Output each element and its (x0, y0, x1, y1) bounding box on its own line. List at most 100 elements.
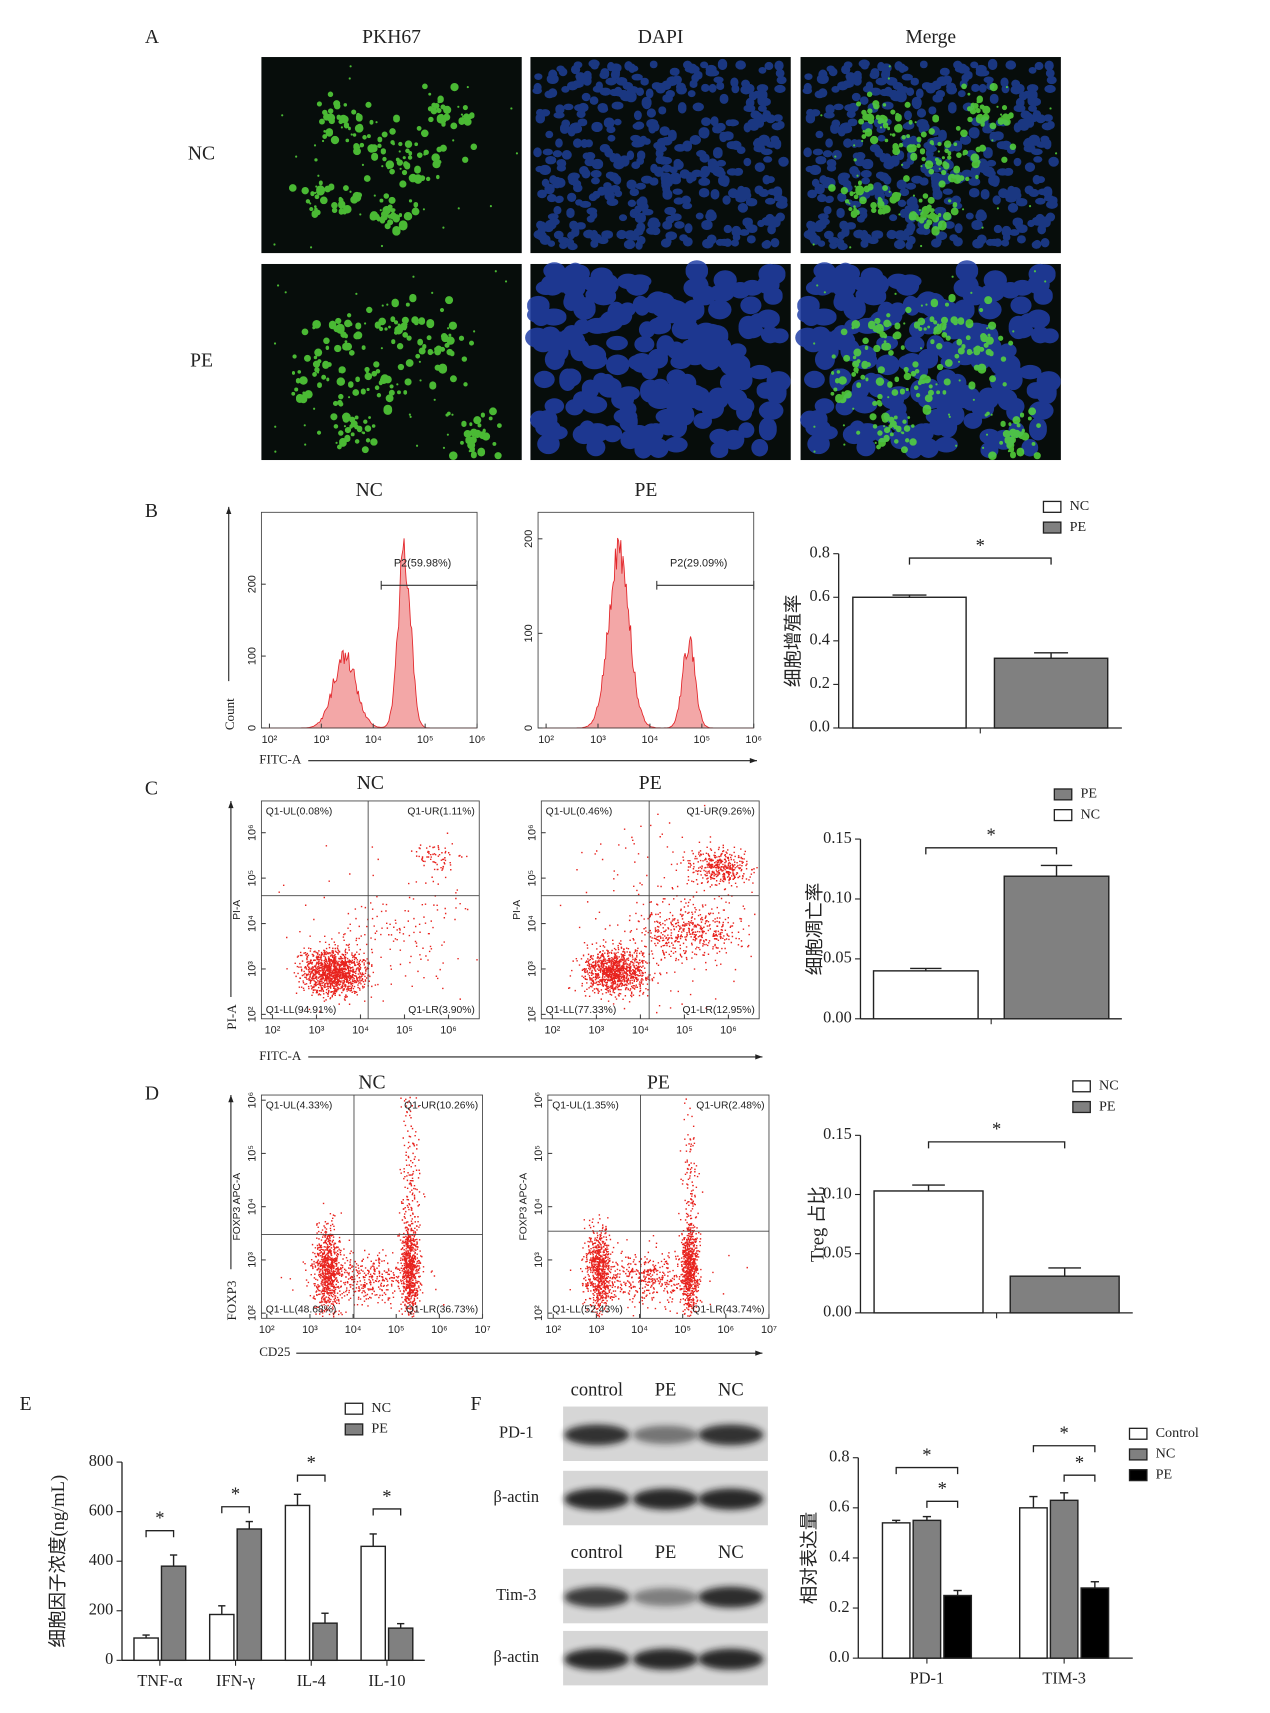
significance-bracket (145, 1530, 175, 1538)
gate-label: P2(59.98%) (394, 557, 451, 569)
bar (360, 1545, 387, 1662)
significance-bracket (1063, 1474, 1096, 1482)
y-tick-label: 10⁴ (247, 915, 259, 932)
quadrant-label: Q1-UL(1.35%) (552, 1101, 619, 1112)
vesicles (813, 270, 1047, 460)
legend-label: PE (1099, 1098, 1116, 1114)
lane-label: NC (718, 1381, 744, 1401)
x-tick-label: 10⁴ (642, 734, 659, 746)
x-tick-label: 10² (545, 1025, 561, 1037)
x-tick-label: 10² (545, 1324, 561, 1336)
panel-label: F (471, 1394, 482, 1415)
y-tick-label: 10⁶ (526, 824, 538, 841)
significance-bracket (372, 1508, 402, 1516)
legend-label: NC (371, 1400, 391, 1416)
y-tick-label: 0.10 (823, 1183, 852, 1202)
y-tick-label: 0.05 (823, 948, 852, 967)
row-x-label: CD25 (259, 1344, 291, 1359)
x-tick-label: 10² (262, 734, 278, 746)
y-tick-label: 10⁴ (533, 1198, 545, 1215)
blot-band (698, 1648, 764, 1670)
x-tick-label: 10⁴ (632, 1025, 649, 1037)
bar (236, 1528, 263, 1662)
plot-frame (260, 1094, 483, 1319)
column-label: DAPI (638, 27, 684, 48)
arrow-head (749, 758, 757, 764)
quadrant-label: Q1-UR(1.11%) (407, 807, 475, 818)
y-axis-label: 细胞增殖率 (782, 595, 804, 688)
lane-label: PE (655, 1381, 677, 1401)
legend-swatch (1072, 1100, 1091, 1114)
x-tick-label: 10⁷ (474, 1324, 490, 1336)
y-tick-label: 200 (523, 530, 535, 548)
legend-label: PE (371, 1421, 388, 1437)
arrow-head (755, 1350, 763, 1356)
events (278, 832, 478, 1013)
quadrant-label: Q1-UR(9.26%) (686, 807, 754, 818)
quadrant-lines (541, 800, 760, 1019)
micrograph-background (261, 263, 522, 461)
x-tick-label: 10³ (590, 734, 606, 746)
micrograph (261, 57, 522, 254)
arrow-head (755, 1054, 763, 1060)
significance-label: * (922, 1446, 931, 1466)
y-tick-label: 10⁶ (533, 1092, 545, 1109)
x-tick-label: 10⁶ (440, 1025, 457, 1037)
quadrant-label: Q1-LR(3.90%) (408, 1005, 475, 1016)
x-tick-label: 10⁶ (720, 1025, 737, 1037)
x-tick-label: TIM-3 (1042, 1669, 1086, 1688)
bar (872, 970, 979, 1020)
lane-label: PE (655, 1543, 677, 1563)
y-tick-label: 400 (89, 1550, 114, 1569)
bar (852, 596, 967, 729)
blot-row-label: β-actin (494, 1487, 539, 1506)
bar (1018, 1507, 1048, 1659)
quadrant-label: Q1-LL(94.91%) (266, 1005, 337, 1016)
x-tick-label: TNF-α (137, 1671, 182, 1690)
significance-label: * (1075, 1454, 1084, 1474)
y-tick-label: 10² (526, 1006, 538, 1022)
quadrant-label: Q1-LR(36.73%) (406, 1304, 478, 1315)
quadrant-label: Q1-UL(4.33%) (266, 1101, 333, 1112)
y-tick-label: 10⁴ (247, 1198, 259, 1215)
row-y-label: Count (222, 698, 237, 730)
blot-band (564, 1586, 630, 1608)
y-tick-label: 10⁶ (247, 1092, 259, 1109)
panel-label: D (145, 1084, 159, 1105)
vesicles (273, 65, 519, 249)
x-tick-label: IL-4 (297, 1671, 326, 1690)
blot-band (564, 1424, 630, 1446)
micrograph (261, 263, 522, 461)
plot-title: NC (357, 773, 384, 794)
bar (993, 657, 1109, 729)
column-label: PKH67 (362, 27, 421, 48)
y-tick-label: 0.0 (829, 1647, 849, 1666)
plot-title: PE (639, 773, 662, 794)
plot-title: PE (634, 480, 657, 501)
x-tick-label: 10³ (589, 1025, 605, 1037)
significance-label: * (382, 1487, 391, 1507)
y-tick-label: 10² (533, 1305, 545, 1321)
y-tick-label: 0.05 (823, 1242, 852, 1261)
plot-title: NC (358, 1073, 385, 1094)
blot-band (698, 1488, 764, 1510)
quadrant-label: Q1-UR(2.48%) (696, 1101, 764, 1112)
y-tick-label: 100 (247, 647, 259, 665)
significance-bracket (221, 1506, 250, 1514)
y-axis-label: 细胞因子浓度(ng/mL) (48, 1475, 69, 1648)
y-tick-label: 0.0 (810, 717, 830, 736)
x-tick-label: 10⁶ (718, 1324, 735, 1336)
legend-swatch (1128, 1448, 1148, 1461)
significance-label: * (992, 1120, 1001, 1140)
quadrant-label: Q1-UL(0.46%) (546, 807, 613, 818)
y-tick-label: 0.10 (823, 888, 852, 907)
plot-frame (260, 511, 478, 729)
y-tick-label: 0.4 (810, 630, 830, 649)
quadrant-lines (547, 1095, 769, 1319)
quadrant-lines (261, 1095, 483, 1319)
arrow-head (226, 506, 232, 515)
blot-row-label: β-actin (494, 1647, 539, 1666)
x-tick-label: 10² (265, 1025, 281, 1037)
bar (133, 1637, 159, 1662)
plot-frame (260, 800, 480, 1020)
